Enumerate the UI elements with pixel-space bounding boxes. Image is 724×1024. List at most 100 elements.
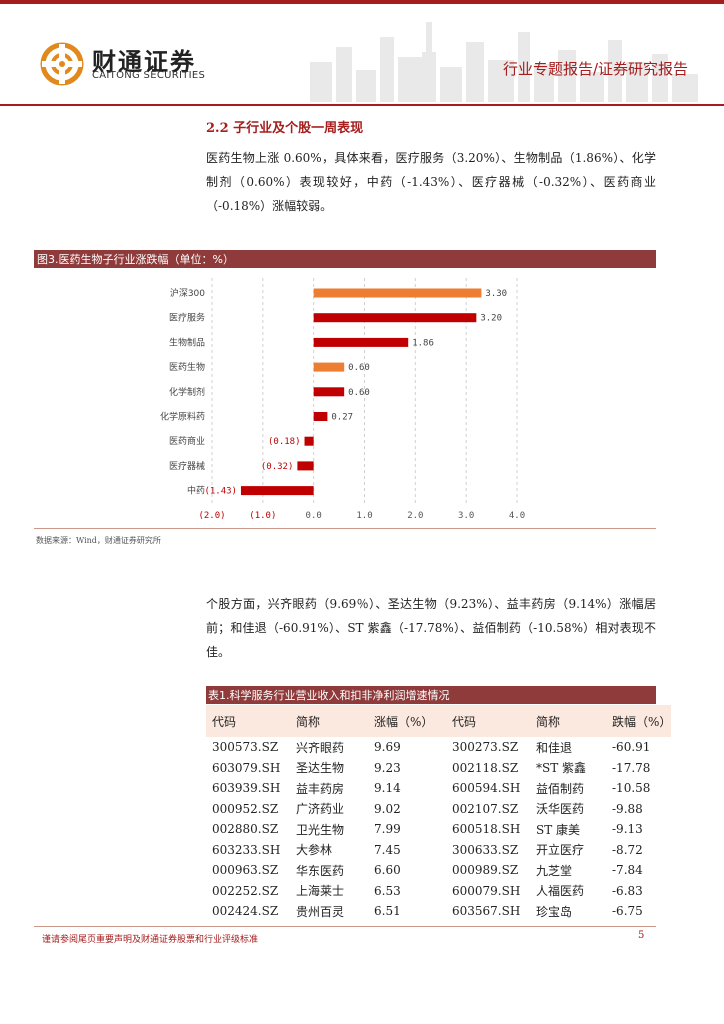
bar — [313, 412, 328, 421]
cell-loss-pct: -17.78 — [612, 760, 651, 775]
cell-name-loss: 珍宝岛 — [536, 904, 573, 919]
cell-code-gain: 300573.SZ — [212, 740, 279, 755]
cell-code-gain: 000963.SZ — [212, 863, 279, 878]
table-row: 603233.SH 大参林 7.45 300633.SZ 开立医疗 -8.72 — [206, 840, 671, 861]
cell-loss-pct: -6.83 — [612, 883, 643, 898]
cell-code-loss: 603567.SH — [452, 904, 521, 919]
cell-loss-pct: -60.91 — [612, 740, 651, 755]
bar — [313, 337, 409, 347]
bar — [297, 461, 314, 471]
cell-gain-pct: 9.23 — [374, 760, 401, 775]
cell-code-gain: 002252.SZ — [212, 883, 279, 898]
cell-loss-pct: -9.13 — [612, 822, 643, 837]
x-tick-label: 1.0 — [356, 511, 372, 521]
table-row: 603939.SH 益丰药房 9.14 600594.SH 益佰制药 -10.58 — [206, 778, 671, 799]
category-label: 生物制品 — [169, 336, 205, 348]
cell-name-loss: 沃华医药 — [536, 802, 585, 817]
data-label: 3.20 — [480, 314, 502, 324]
figure-title: 图3.医药生物子行业涨跌幅（单位：%） — [37, 253, 234, 266]
cell-code-loss: 000989.SZ — [452, 863, 519, 878]
category-label: 化学原料药 — [160, 411, 205, 423]
logo-english-name: CAITONG SECURITIES — [92, 70, 206, 81]
category-label: 沪深300 — [170, 287, 205, 299]
category-label: 医药商业 — [169, 435, 205, 447]
category-label: 化学制剂 — [169, 386, 205, 398]
cell-code-loss: 002118.SZ — [452, 760, 519, 775]
cell-name-loss: 益佰制药 — [536, 781, 585, 796]
page-number: 5 — [638, 930, 645, 941]
data-label: 1.86 — [412, 338, 434, 348]
table-title: 表1.科学服务行业营业收入和扣非净利润增速情况 — [208, 689, 450, 702]
x-tick-label: 4.0 — [509, 511, 525, 521]
cell-loss-pct: -7.84 — [612, 863, 643, 878]
table-row: 002252.SZ 上海莱士 6.53 600079.SH 人福医药 -6.83 — [206, 881, 671, 902]
category-label: 医疗服务 — [169, 312, 205, 324]
table-row: 300573.SZ 兴齐眼药 9.69 300273.SZ 和佳退 -60.91 — [206, 737, 671, 758]
cell-code-loss: 300633.SZ — [452, 842, 519, 857]
cell-gain-pct: 9.14 — [374, 781, 401, 796]
table-row: 000963.SZ 华东医药 6.60 000989.SZ 九芝堂 -7.84 — [206, 860, 671, 881]
table-header-row: 代码 简称 涨幅（%） 代码 简称 跌幅（%） — [206, 705, 671, 737]
cell-code-loss: 600594.SH — [452, 781, 521, 796]
cell-name-gain: 兴齐眼药 — [296, 740, 345, 755]
logo-chinese-name: 财通证券 — [92, 48, 196, 76]
cell-gain-pct: 6.51 — [374, 904, 401, 919]
cell-name-loss: *ST 紫鑫 — [536, 761, 587, 776]
cell-loss-pct: -10.58 — [612, 781, 651, 796]
cell-loss-pct: -6.75 — [612, 904, 643, 919]
header-gain-pct: 涨幅（%） — [368, 705, 446, 737]
data-label: 0.60 — [348, 363, 370, 373]
city-skyline-watermark — [310, 22, 698, 102]
cell-name-loss: 人福医药 — [536, 884, 585, 899]
header-name-gain: 简称 — [290, 705, 368, 737]
category-label: 中药 — [187, 485, 205, 497]
cell-name-loss: 开立医疗 — [536, 843, 585, 858]
data-label: 0.27 — [331, 413, 353, 423]
section-title: 2.2 子行业及个股一周表现 — [206, 121, 364, 136]
top-rule — [0, 0, 724, 4]
paragraph-subsector-performance: 医药生物上涨 0.60%，具体来看，医疗服务（3.20%）、生物制品（1.86%… — [206, 151, 656, 213]
cell-name-loss: ST 康美 — [536, 822, 581, 837]
x-tick-label: (2.0) — [198, 511, 225, 521]
figure-bottom-rule — [34, 528, 656, 529]
bar — [313, 288, 482, 298]
cell-code-loss: 600518.SH — [452, 822, 521, 837]
cell-name-gain: 上海莱士 — [296, 884, 345, 899]
table-row: 002424.SZ 贵州百灵 6.51 603567.SH 珍宝岛 -6.75 — [206, 901, 671, 922]
footer-rule — [34, 926, 656, 927]
table-title-bar — [206, 686, 656, 704]
table-row: 000952.SZ 广济药业 9.02 002107.SZ 沃华医药 -9.88 — [206, 799, 671, 820]
table-row: 603079.SH 圣达生物 9.23 002118.SZ *ST 紫鑫 -17.78 — [206, 758, 671, 779]
cell-name-gain: 大参林 — [296, 843, 333, 858]
data-label: (0.32) — [261, 462, 294, 472]
data-label: 0.60 — [348, 388, 370, 398]
cell-name-gain: 益丰药房 — [296, 781, 345, 796]
cell-code-gain: 002424.SZ — [212, 904, 279, 919]
cell-code-loss: 300273.SZ — [452, 740, 519, 755]
bar — [313, 313, 477, 323]
cell-name-loss: 九芝堂 — [536, 863, 573, 878]
figure-source: 数据来源：Wind，财通证券研究所 — [36, 536, 161, 545]
cell-gain-pct: 6.53 — [374, 883, 401, 898]
cell-name-loss: 和佳退 — [536, 740, 573, 755]
subsector-bar-chart: (2.0) (1.0) 0.0 1.0 2.0 3.0 4.0 沪深300 3.30 医疗服务 3.… — [160, 278, 525, 521]
bar — [313, 362, 345, 372]
cell-gain-pct: 7.99 — [374, 822, 401, 837]
cell-gain-pct: 6.60 — [374, 863, 401, 878]
cell-gain-pct: 9.69 — [374, 740, 401, 755]
cell-code-gain: 603233.SH — [212, 842, 281, 857]
header-name-loss: 简称 — [530, 705, 606, 737]
cell-code-gain: 603079.SH — [212, 760, 281, 775]
data-label: (1.43) — [204, 487, 237, 497]
cell-gain-pct: 9.02 — [374, 801, 401, 816]
cell-code-loss: 600079.SH — [452, 883, 521, 898]
cell-loss-pct: -8.72 — [612, 842, 643, 857]
cell-code-gain: 002880.SZ — [212, 822, 279, 837]
data-label: 3.30 — [485, 289, 507, 299]
cell-name-gain: 圣达生物 — [296, 761, 345, 776]
header-loss-pct: 跌幅（%） — [606, 705, 671, 737]
paragraph-stock-performance: 个股方面，兴齐眼药（9.69％）、圣达生物（9.23%）、益丰药房（9.14%）… — [206, 597, 656, 659]
header-code-gain: 代码 — [206, 705, 290, 737]
caitong-logo-icon — [40, 42, 84, 86]
table-row: 002880.SZ 卫光生物 7.99 600518.SH ST 康美 -9.13 — [206, 819, 671, 840]
